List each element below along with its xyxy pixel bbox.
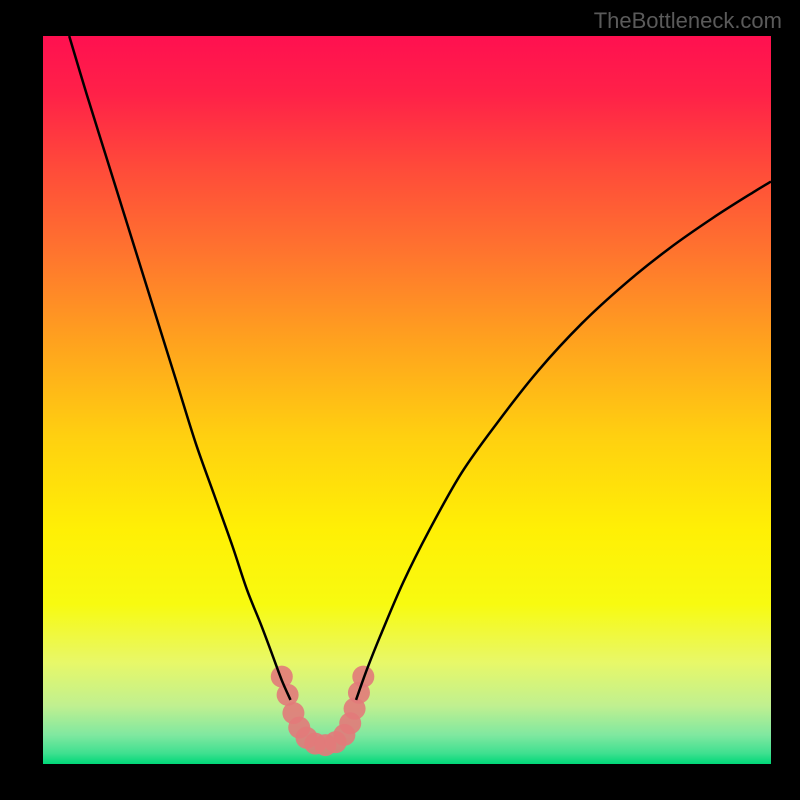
- chart-container: TheBottleneck.com: [0, 0, 800, 800]
- bottom-marker-shape: [271, 666, 375, 756]
- left-curve: [69, 36, 290, 700]
- plot-area: [43, 36, 771, 764]
- curve-layer: [43, 36, 771, 764]
- right-curve: [356, 182, 771, 700]
- watermark-text: TheBottleneck.com: [594, 8, 782, 34]
